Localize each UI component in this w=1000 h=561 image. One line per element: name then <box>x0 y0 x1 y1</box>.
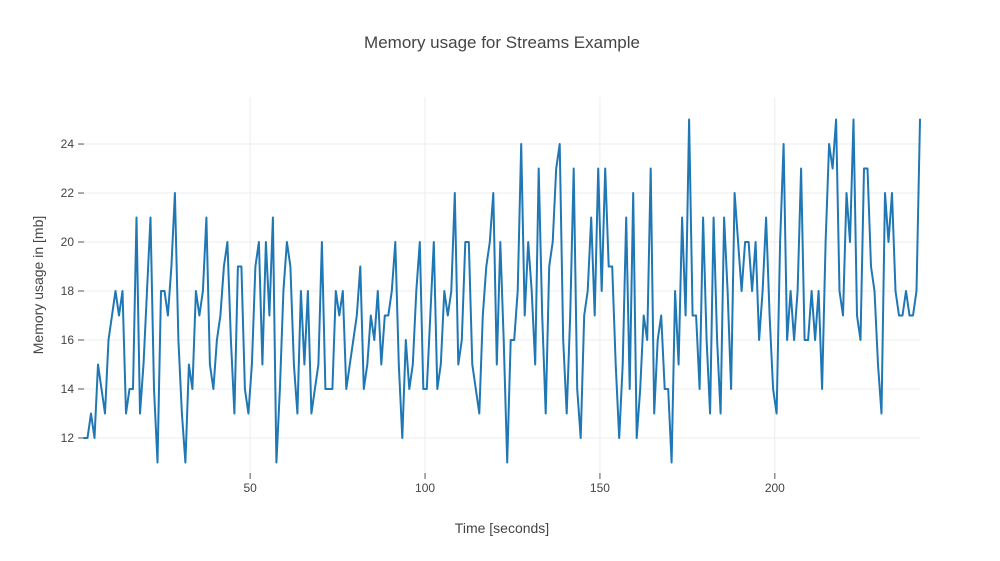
memory-series-line <box>83 118 921 464</box>
x-tick-label: 100 <box>415 481 435 495</box>
x-tick-label: 50 <box>243 481 257 495</box>
y-tick-label: 22 <box>61 186 75 200</box>
y-tick-label: 20 <box>61 235 75 249</box>
x-tick-label: 150 <box>590 481 610 495</box>
y-tick-label: 12 <box>61 431 75 445</box>
y-tick-label: 24 <box>61 137 75 151</box>
y-tick-label: 18 <box>61 284 75 298</box>
y-tick-label: 16 <box>61 333 75 347</box>
x-axis-title: Time [seconds] <box>454 520 550 536</box>
chart-title: Memory usage for Streams Example <box>364 33 640 52</box>
y-tick-label: 14 <box>61 382 75 396</box>
x-tick-label: 200 <box>765 481 785 495</box>
y-axis-title: Memory usage in [mb] <box>30 215 46 355</box>
plot-drag-area[interactable] <box>84 97 920 473</box>
